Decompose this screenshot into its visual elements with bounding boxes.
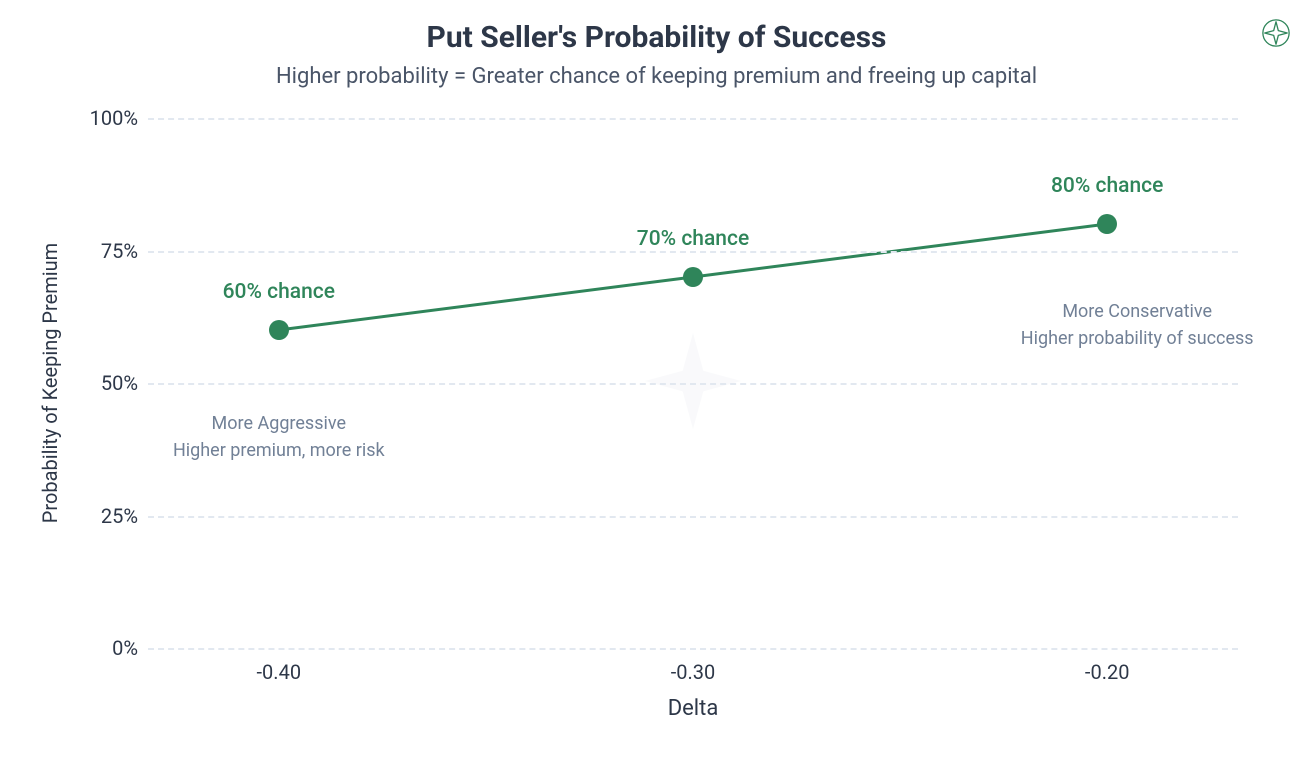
x-axis-title-text: Delta	[668, 696, 719, 721]
chart-title-text: Put Seller's Probability of Success	[427, 20, 887, 55]
gridline	[148, 648, 1238, 650]
x-tick-label: -0.20	[1085, 660, 1130, 684]
y-axis-title: Probability of Keeping Premium	[38, 243, 62, 523]
x-axis-title: Delta	[668, 696, 719, 721]
chart-subtitle-text: Higher probability = Greater chance of k…	[276, 64, 1037, 89]
annotation-line2: Higher probability of success	[1021, 325, 1254, 352]
plot-area: 60% chance 70% chance 80% chance More Aggre…	[148, 118, 1238, 648]
annotation-line1: More Aggressive	[173, 410, 385, 437]
y-tick-label: 75%	[78, 239, 138, 263]
data-point	[1097, 214, 1117, 234]
annotation-conservative: More ConservativeHigher probability of s…	[1021, 298, 1254, 352]
y-tick-label: 100%	[78, 106, 138, 130]
annotation-line2: Higher premium, more risk	[173, 437, 385, 464]
x-tick-label: -0.40	[257, 660, 302, 684]
annotation-line1: More Conservative	[1021, 298, 1254, 325]
compass-icon	[1261, 18, 1291, 52]
gridline	[148, 516, 1238, 518]
y-tick-label: 50%	[78, 371, 138, 395]
x-tick-label: -0.30	[671, 660, 716, 684]
data-point-label: 70% chance	[637, 227, 749, 251]
data-point	[269, 320, 289, 340]
data-point	[683, 267, 703, 287]
gridline	[148, 383, 1238, 385]
compass-icon-svg	[1261, 18, 1291, 48]
chart-container: Put Seller's Probability of Success High…	[0, 0, 1313, 768]
gridline	[148, 118, 1238, 120]
chart-subtitle: Higher probability = Greater chance of k…	[0, 64, 1313, 89]
y-axis-title-text: Probability of Keeping Premium	[38, 243, 62, 523]
data-point-label: 60% chance	[223, 280, 335, 304]
annotation-aggressive: More AggressiveHigher premium, more risk	[173, 410, 385, 464]
chart-title: Put Seller's Probability of Success	[0, 20, 1313, 55]
data-point-label: 80% chance	[1051, 174, 1163, 198]
y-tick-label: 0%	[78, 636, 138, 660]
y-tick-label: 25%	[78, 504, 138, 528]
